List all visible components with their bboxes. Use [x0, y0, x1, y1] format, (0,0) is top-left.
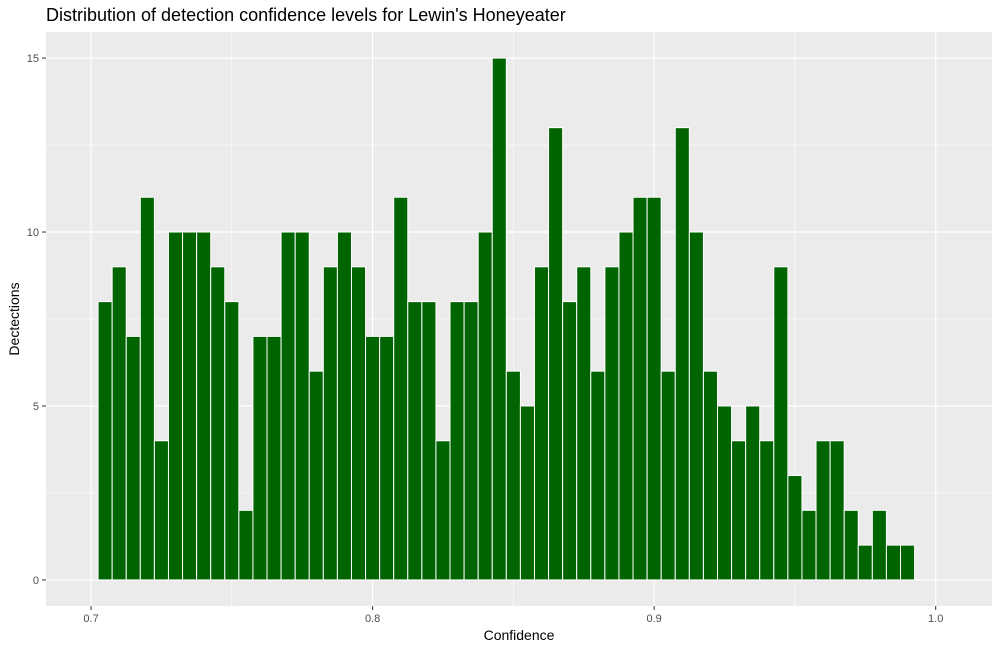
histogram-bar: [731, 440, 747, 581]
histogram-bars: [97, 57, 916, 581]
histogram-bar: [745, 405, 761, 581]
histogram-bar: [196, 231, 212, 581]
histogram-bar: [632, 196, 648, 581]
chart-title: Distribution of detection confidence lev…: [46, 5, 566, 25]
y-axis-ticks: 0 5 10 15: [27, 53, 46, 587]
histogram-bar: [139, 196, 155, 581]
histogram-bar: [491, 57, 507, 581]
histogram-bar: [238, 509, 254, 581]
histogram-bar: [829, 440, 845, 581]
y-tick-label: 10: [27, 227, 39, 239]
histogram-bar: [674, 127, 690, 581]
histogram-bar: [618, 231, 634, 581]
histogram-bar: [519, 405, 535, 581]
histogram-bar: [548, 127, 564, 581]
histogram-bar: [421, 301, 437, 581]
x-tick-label: 0.8: [365, 613, 380, 625]
histogram-bar: [393, 196, 409, 581]
histogram-bar: [716, 405, 733, 581]
histogram-bar: [266, 335, 282, 581]
histogram-bar: [871, 509, 887, 581]
y-tick-label: 0: [33, 575, 39, 587]
histogram-bar: [111, 266, 127, 581]
histogram-bar: [815, 440, 831, 581]
histogram-bar: [449, 301, 465, 581]
histogram-bar: [759, 440, 775, 581]
x-axis-title: Confidence: [484, 627, 555, 643]
histogram-bar: [379, 335, 395, 581]
histogram-bar: [857, 544, 873, 581]
histogram-bar: [688, 231, 704, 581]
histogram-bar: [210, 266, 226, 581]
histogram-bar: [97, 301, 113, 581]
histogram-bar: [477, 231, 493, 581]
histogram-bar: [590, 370, 606, 581]
histogram-bar: [153, 440, 169, 581]
histogram-bar: [533, 266, 550, 581]
histogram-bar: [435, 440, 451, 581]
histogram-bar: [182, 231, 198, 581]
histogram-bar: [646, 196, 662, 581]
histogram-bar: [899, 544, 916, 581]
histogram-bar: [660, 370, 676, 581]
histogram-bar: [336, 231, 352, 581]
histogram-bar: [350, 266, 367, 581]
histogram-bar: [322, 266, 338, 581]
x-axis-ticks: 0.7 0.8 0.9 1.0: [83, 606, 943, 625]
histogram-bar: [702, 370, 718, 581]
histogram-bar: [125, 335, 141, 581]
x-tick-label: 0.7: [83, 613, 98, 625]
y-tick-label: 15: [27, 53, 39, 65]
histogram-bar: [773, 266, 789, 581]
histogram-bar: [576, 266, 592, 581]
x-tick-label: 0.9: [646, 613, 661, 625]
histogram-bar: [801, 509, 817, 581]
histogram-bar: [308, 370, 324, 581]
x-tick-label: 1.0: [928, 613, 943, 625]
histogram-bar: [224, 301, 240, 581]
histogram-bar: [843, 509, 859, 581]
y-axis-title: Dectections: [6, 282, 22, 355]
y-tick-label: 5: [33, 401, 39, 413]
histogram-bar: [505, 370, 521, 581]
histogram-bar: [787, 475, 803, 581]
histogram-bar: [562, 301, 578, 581]
histogram-bar: [407, 301, 423, 581]
histogram-bar: [885, 544, 901, 581]
histogram-bar: [167, 231, 184, 581]
histogram-bar: [604, 266, 620, 581]
histogram-bar: [365, 335, 381, 581]
histogram-bar: [294, 231, 310, 581]
histogram-bar: [463, 301, 479, 581]
histogram-bar: [252, 335, 268, 581]
histogram-bar: [280, 231, 296, 581]
